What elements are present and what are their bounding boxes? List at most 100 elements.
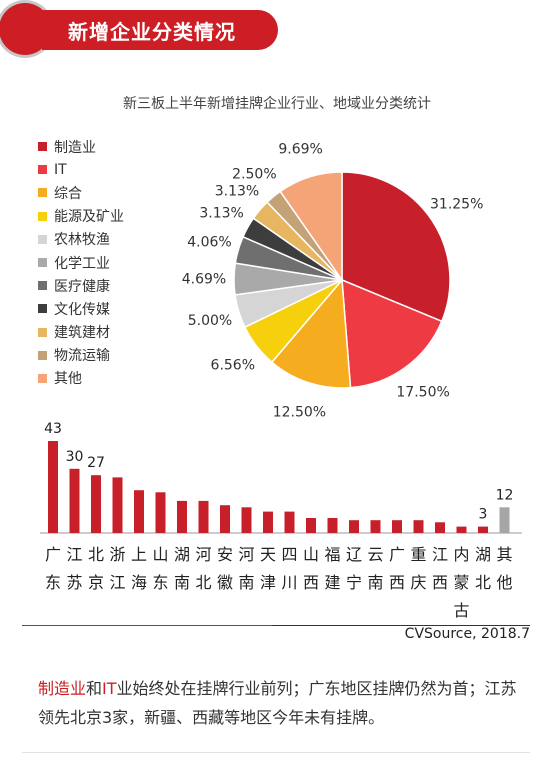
- legend-label: 能源及矿业: [54, 209, 124, 226]
- bar-category-label: 东: [152, 573, 168, 592]
- bar-category-label: 辽: [346, 545, 362, 564]
- pie-label: 3.13%: [215, 183, 259, 199]
- legend-swatch: [38, 165, 47, 175]
- bar-data-label: 43: [44, 421, 62, 437]
- bar-category-label: 内: [453, 545, 469, 564]
- bar: [177, 500, 187, 533]
- bar-category-label: 北: [195, 573, 211, 592]
- bar-category-label: 福: [324, 545, 340, 564]
- bar: [198, 500, 209, 533]
- legend-label: 化学工业: [54, 255, 110, 272]
- bar: [263, 511, 273, 533]
- bar: [392, 520, 402, 533]
- bar: [48, 441, 58, 533]
- pie-slice: [341, 171, 451, 323]
- legend-item: 综合: [38, 181, 124, 204]
- bar-category-label: 江: [432, 545, 448, 564]
- bar-category-label: 四: [281, 545, 297, 564]
- bar-category-label: 南: [238, 573, 254, 592]
- bar-category-label: 广: [45, 545, 61, 564]
- bar-category-label: 湖: [174, 545, 190, 564]
- bar: [370, 520, 381, 533]
- legend-item: 建筑建材: [38, 321, 124, 344]
- legend-label: IT: [54, 161, 67, 178]
- bar: [112, 477, 123, 533]
- pie-label: 12.50%: [273, 404, 326, 420]
- legend-swatch: [38, 211, 47, 221]
- bar-category-label: 其: [496, 545, 512, 564]
- bar: [435, 522, 445, 533]
- bar-category-label: 上: [131, 545, 147, 564]
- bar-category-label: 南: [174, 573, 190, 592]
- pie-label: 2.50%: [232, 166, 276, 182]
- legend-swatch: [38, 373, 47, 383]
- note-highlight-manufacturing: 制造业: [38, 679, 87, 698]
- legend-item: 制造业: [38, 135, 124, 158]
- bar-category-label: 山: [303, 545, 319, 564]
- bar: [284, 511, 295, 533]
- legend-swatch: [38, 188, 47, 198]
- legend-swatch: [38, 234, 47, 244]
- bar: [69, 468, 80, 533]
- bar-category-label: 川: [281, 573, 297, 592]
- bar-category-label: 广: [389, 545, 405, 564]
- header-title: 新增企业分类情况: [68, 20, 236, 44]
- bar-category-label: 古: [453, 601, 469, 620]
- bar-category-label: 北: [88, 545, 104, 564]
- legend-item: 文化传媒: [38, 297, 124, 320]
- pie-label: 3.13%: [199, 206, 243, 222]
- note-highlight-it: IT: [102, 679, 117, 698]
- bar-category-label: 江: [109, 573, 125, 592]
- bar-category-label: 西: [303, 573, 319, 592]
- bar: [413, 520, 424, 533]
- bar: [456, 526, 467, 533]
- bar-category-label: 山: [152, 545, 168, 564]
- legend-item: 农林牧渔: [38, 228, 124, 251]
- pie-slice: [279, 171, 343, 283]
- note-text-1: 和: [86, 679, 103, 698]
- bar-category-label: 海: [131, 573, 147, 592]
- header-bar: [42, 10, 278, 50]
- pie-slice: [270, 278, 352, 389]
- pie-label: 17.50%: [396, 385, 449, 401]
- pie-label: 6.56%: [211, 357, 255, 373]
- bar-data-label: 3: [479, 507, 488, 523]
- bar: [349, 520, 359, 533]
- summary-note: 制造业和IT业始终处在挂牌行业前列；广东地区挂牌仍然为首；江苏领先北京3家，新疆…: [38, 674, 528, 732]
- bottom-divider: [22, 752, 530, 753]
- bar: [306, 518, 316, 533]
- bar-category-label: 津: [260, 573, 276, 592]
- bar-category-label: 河: [195, 545, 211, 564]
- legend-item: 医疗健康: [38, 274, 124, 297]
- bar-chart: 43广东30江苏27北京浙江上海山东湖南河北安徽河南天津四川山西福建辽宁云南广西…: [40, 421, 522, 620]
- legend-label: 农林牧渔: [54, 232, 110, 249]
- bar-category-label: 京: [88, 573, 104, 592]
- legend-swatch: [38, 258, 47, 268]
- bar-category-label: 重: [410, 545, 426, 564]
- bar-category-label: 宁: [346, 573, 362, 592]
- legend-label: 制造业: [54, 139, 96, 156]
- bar: [91, 475, 101, 533]
- pie-label: 31.25%: [430, 196, 483, 212]
- legend-label: 医疗健康: [54, 278, 110, 295]
- pie-slice: [341, 278, 443, 389]
- pie-label: 4.06%: [187, 234, 231, 250]
- source-text: CVSource, 2018.7: [404, 626, 530, 642]
- legend-item: 化学工业: [38, 251, 124, 274]
- bar-category-label: 安: [217, 545, 233, 564]
- bar-category-label: 苏: [66, 573, 82, 592]
- bar-category-label: 河: [238, 545, 254, 564]
- legend-swatch: [38, 142, 47, 152]
- bar-category-label: 云: [367, 545, 383, 564]
- legend-label: 综合: [54, 185, 82, 202]
- divider-red: [22, 625, 272, 626]
- bar-data-label: 12: [496, 487, 514, 503]
- legend-swatch: [38, 350, 47, 360]
- bar-category-label: 北: [475, 573, 491, 592]
- bar-category-label: 浙: [109, 545, 125, 564]
- pie-title: 新三板上半年新增挂牌企业行业、地域业分类统计: [123, 96, 431, 112]
- bar-category-label: 西: [389, 573, 405, 592]
- bar-category-label: 东: [45, 573, 61, 592]
- bar-category-label: 建: [324, 573, 340, 592]
- bar-category-label: 徽: [217, 573, 233, 592]
